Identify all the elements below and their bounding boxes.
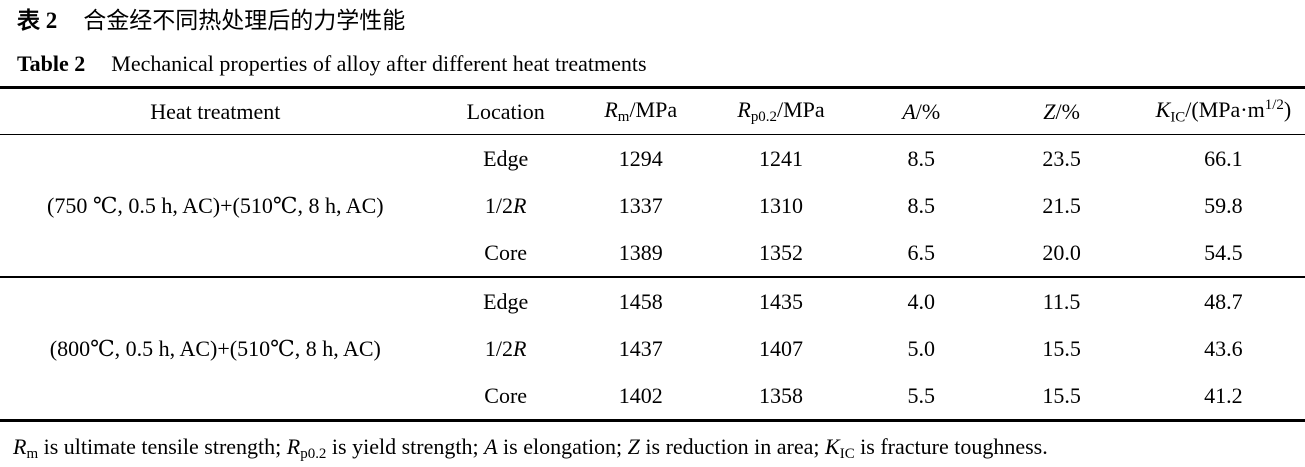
column-header-rm: Rm/MPa (604, 96, 678, 126)
caption-chinese: 表 2 合金经不同热处理后的力学性能 (0, 0, 1305, 35)
a-cell: 4.0 (907, 288, 936, 314)
a-cell: 5.5 (907, 382, 936, 408)
mechanical-properties-table: Heat treatment Location Rm/MPa Rp0.2/MPa… (0, 86, 1305, 422)
table-row: 1/2R 1437 1407 5.0 15.5 43.6 (0, 325, 1305, 372)
rm-cell: 1458 (618, 288, 663, 314)
a-cell: 6.5 (907, 239, 936, 265)
table-row: Core 1402 1358 5.5 15.5 41.2 (0, 372, 1305, 421)
table-row: 1/2R 1337 1310 8.5 21.5 59.8 (0, 182, 1305, 229)
kic-cell: 66.1 (1204, 145, 1243, 171)
group-800c: (800℃, 0.5 h, AC)+(510℃, 8 h, AC) Edge 1… (0, 277, 1305, 421)
heat-treatment-cell: (750 ℃, 0.5 h, AC)+(510℃, 8 h, AC) (47, 192, 384, 218)
a-cell: 8.5 (907, 145, 936, 171)
rm-cell: 1402 (618, 382, 663, 408)
column-header-kic: KIC/(MPa·m1/2) (1155, 96, 1292, 126)
column-header-rp02: Rp0.2/MPa (737, 96, 825, 126)
location-cell: 1/2R (484, 335, 527, 361)
z-cell: 15.5 (1042, 382, 1081, 408)
kic-cell: 59.8 (1204, 192, 1243, 218)
rp02-cell: 1241 (759, 145, 804, 171)
location-cell: 1/2R (484, 192, 527, 218)
column-header-heat-treatment: Heat treatment (150, 98, 281, 124)
location-cell: Edge (483, 288, 529, 314)
caption-english-label: Table 2 (17, 51, 86, 76)
rp02-cell: 1407 (759, 335, 804, 361)
group-750c: (750 ℃, 0.5 h, AC)+(510℃, 8 h, AC) Edge … (0, 135, 1305, 278)
rp02-cell: 1310 (759, 192, 804, 218)
rm-cell: 1337 (618, 192, 663, 218)
table-header: Heat treatment Location Rm/MPa Rp0.2/MPa… (0, 88, 1305, 135)
rm-cell: 1389 (618, 239, 663, 265)
rp02-cell: 1358 (759, 382, 804, 408)
column-header-location: Location (466, 98, 545, 124)
kic-cell: 54.5 (1204, 239, 1243, 265)
column-header-z: Z/% (1043, 98, 1080, 124)
rm-cell: 1294 (618, 145, 663, 171)
caption-english-text: Mechanical properties of alloy after dif… (111, 51, 647, 76)
caption-chinese-label: 表 2 (17, 8, 58, 33)
heat-treatment-cell: (800℃, 0.5 h, AC)+(510℃, 8 h, AC) (49, 335, 381, 361)
table-row: (800℃, 0.5 h, AC)+(510℃, 8 h, AC) Edge 1… (0, 277, 1305, 361)
z-cell: 21.5 (1042, 192, 1081, 218)
kic-cell: 48.7 (1204, 288, 1243, 314)
z-cell: 11.5 (1042, 288, 1081, 314)
rm-cell: 1437 (618, 335, 663, 361)
header-row: Heat treatment Location Rm/MPa Rp0.2/MPa… (0, 88, 1305, 135)
caption-english: Table 2 Mechanical properties of alloy af… (0, 35, 1305, 86)
rp02-cell: 1352 (759, 239, 804, 265)
location-cell: Core (484, 239, 528, 265)
z-cell: 15.5 (1042, 335, 1081, 361)
table-row: Core 1389 1352 6.5 20.0 54.5 (0, 229, 1305, 277)
table-row: (750 ℃, 0.5 h, AC)+(510℃, 8 h, AC) Edge … (0, 135, 1305, 218)
a-cell: 5.0 (907, 335, 936, 361)
z-cell: 23.5 (1042, 145, 1081, 171)
kic-cell: 43.6 (1204, 335, 1243, 361)
caption-chinese-text: 合金经不同热处理后的力学性能 (83, 8, 406, 33)
z-cell: 20.0 (1042, 239, 1081, 265)
table-footnote: Rm is ultimate tensile strength; Rp0.2 i… (13, 434, 1048, 463)
rp02-cell: 1435 (759, 288, 804, 314)
location-cell: Core (484, 382, 528, 408)
kic-cell: 41.2 (1204, 382, 1243, 408)
column-header-a: A/% (902, 98, 941, 124)
a-cell: 8.5 (907, 192, 936, 218)
location-cell: Edge (483, 145, 529, 171)
